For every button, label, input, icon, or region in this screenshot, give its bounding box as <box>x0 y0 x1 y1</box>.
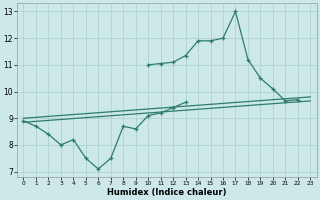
X-axis label: Humidex (Indice chaleur): Humidex (Indice chaleur) <box>107 188 227 197</box>
